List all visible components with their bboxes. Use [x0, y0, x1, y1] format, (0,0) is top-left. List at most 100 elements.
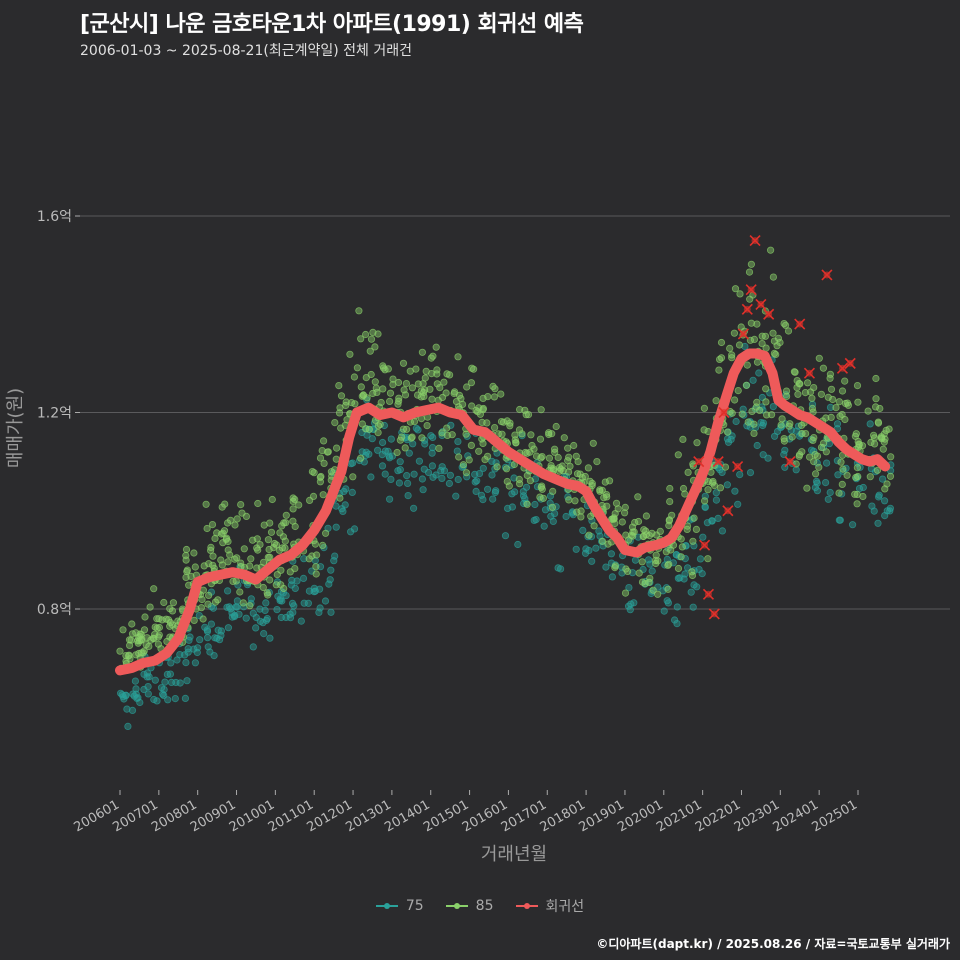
- legend-item-85[interactable]: 85: [445, 896, 494, 916]
- point-85: [142, 640, 150, 649]
- point-75: [550, 509, 559, 518]
- point-85: [291, 522, 299, 531]
- point-75: [562, 512, 570, 521]
- point-85: [379, 362, 387, 370]
- point-85: [232, 577, 240, 585]
- highlight-x: [844, 357, 856, 369]
- point-75: [132, 685, 140, 693]
- point-85: [246, 602, 254, 610]
- point-85: [408, 384, 416, 392]
- point-85: [730, 396, 739, 404]
- point-75: [316, 604, 324, 612]
- point-85: [679, 484, 688, 493]
- point-75: [699, 533, 707, 541]
- point-85: [555, 467, 564, 475]
- point-75: [150, 695, 158, 704]
- point-85: [140, 647, 148, 655]
- point-85: [365, 425, 373, 433]
- point-85: [668, 511, 676, 519]
- point-75: [418, 475, 426, 483]
- point-85: [598, 537, 607, 545]
- point-85: [854, 398, 862, 406]
- point-75: [161, 678, 169, 686]
- point-85: [829, 395, 837, 404]
- point-75: [231, 611, 239, 620]
- point-85: [593, 457, 601, 466]
- point-75: [310, 584, 318, 592]
- legend-key-75: [375, 899, 398, 913]
- point-85: [204, 600, 212, 608]
- point-75: [373, 446, 382, 454]
- point-85: [723, 428, 732, 436]
- point-85: [484, 392, 492, 401]
- point-75: [194, 644, 202, 652]
- point-85: [560, 434, 568, 442]
- point-85: [400, 386, 408, 394]
- point-75: [689, 603, 697, 611]
- point-75: [210, 651, 218, 660]
- point-75: [437, 466, 445, 475]
- highlight-x: [755, 298, 767, 310]
- point-75: [681, 570, 689, 578]
- point-85: [155, 631, 163, 639]
- point-85: [318, 541, 327, 550]
- point-85: [428, 395, 436, 403]
- point-85: [628, 523, 637, 531]
- highlight-marker: [722, 505, 734, 517]
- legend-item-trend[interactable]: 회귀선: [515, 896, 584, 916]
- point-85: [490, 423, 499, 432]
- legend-item-75[interactable]: 75: [375, 896, 424, 916]
- point-85: [197, 604, 205, 612]
- point-85: [598, 486, 606, 494]
- chart-title: [군산시] 나운 금호타운1차 아파트(1991) 회귀선 예측: [80, 12, 584, 37]
- point-75: [182, 658, 190, 667]
- point-85: [379, 385, 387, 393]
- point-85: [224, 537, 232, 546]
- point-85: [366, 347, 374, 355]
- point-85: [887, 453, 895, 461]
- point-85: [503, 477, 511, 486]
- point-85: [882, 426, 890, 434]
- point-85: [642, 512, 651, 520]
- point-85: [755, 406, 764, 414]
- point-75: [143, 669, 152, 677]
- point-85: [866, 473, 874, 481]
- point-85: [264, 536, 272, 544]
- point-75: [388, 452, 397, 460]
- point-75: [773, 427, 782, 436]
- point-85: [240, 545, 248, 553]
- point-75: [673, 619, 681, 628]
- point-85: [640, 526, 648, 534]
- point-85: [483, 452, 492, 460]
- point-85: [217, 556, 225, 564]
- point-75: [813, 479, 821, 487]
- highlight-marker: [741, 303, 753, 315]
- point-85: [726, 344, 734, 352]
- point-75: [595, 527, 603, 535]
- point-85: [355, 307, 363, 315]
- point-85: [316, 454, 325, 462]
- highlight-marker: [794, 318, 806, 330]
- point-85: [794, 390, 802, 398]
- highlight-marker: [836, 362, 849, 374]
- point-85: [401, 444, 409, 452]
- highlight-marker: [732, 460, 744, 473]
- point-75: [696, 555, 705, 563]
- point-85: [806, 388, 815, 396]
- point-85: [342, 398, 350, 406]
- point-85: [440, 378, 448, 386]
- point-85: [872, 374, 880, 383]
- y-tick-label: 0.8억: [37, 602, 72, 618]
- point-75: [233, 597, 241, 605]
- point-85: [798, 429, 806, 438]
- point-85: [811, 450, 819, 459]
- point-75: [405, 449, 413, 457]
- point-75: [291, 584, 299, 593]
- point-85: [826, 370, 835, 378]
- point-85: [838, 480, 846, 488]
- point-85: [309, 492, 318, 500]
- point-85: [402, 379, 410, 388]
- point-85: [528, 441, 536, 450]
- point-85: [551, 448, 559, 456]
- point-75: [438, 463, 446, 471]
